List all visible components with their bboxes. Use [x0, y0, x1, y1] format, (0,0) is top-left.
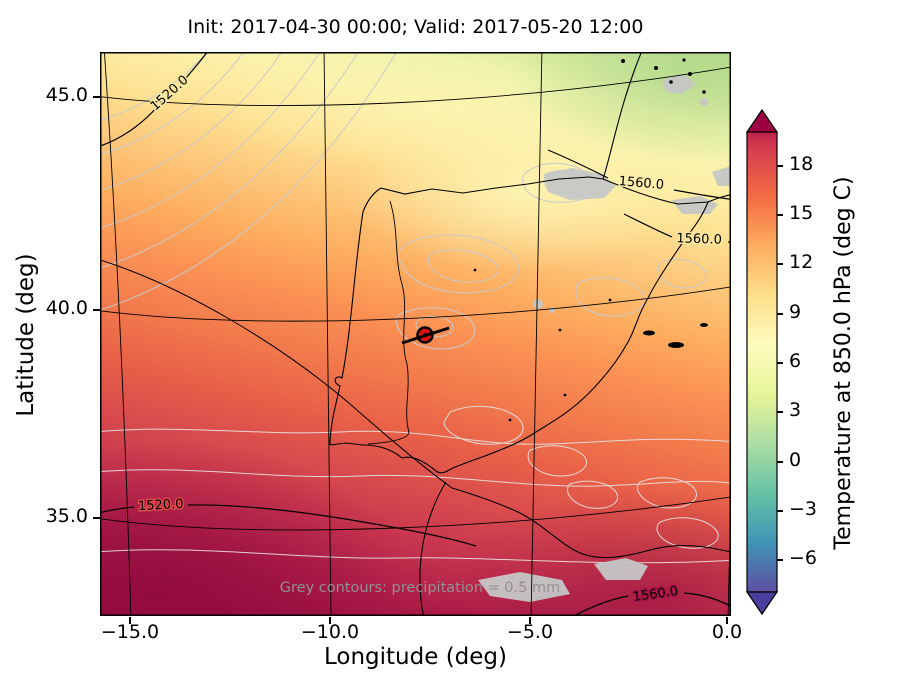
- y-tick-mark: [93, 517, 100, 519]
- colorbar-label: Temperature at 850.0 hPa (deg C): [831, 176, 856, 550]
- colorbar-tick-label: 12: [789, 251, 814, 273]
- colorbar-tick-label: 0: [789, 449, 802, 471]
- x-tick-mark: [726, 617, 728, 624]
- y-tick-label: 45.0: [45, 84, 88, 106]
- grey-data-patches: [478, 74, 731, 602]
- x-tick-mark: [329, 617, 331, 624]
- y-tick-mark: [93, 96, 100, 98]
- colorbar-tick-label: −6: [789, 547, 818, 569]
- coastlines: [329, 52, 731, 616]
- x-tick-label: −10.0: [300, 621, 360, 643]
- islands: [473, 58, 708, 422]
- colorbar-tick-label: 3: [789, 399, 802, 421]
- map-canvas: 1520.0 1560.0 1560.0 1520.0 1560.0 Grey …: [100, 52, 731, 616]
- plot-title: Init: 2017-04-30 00:00; Valid: 2017-05-2…: [187, 16, 644, 38]
- x-tick-label: 0.0: [711, 621, 743, 643]
- colorbar-tick-mark: [777, 362, 783, 364]
- colorbar-gradient: [746, 131, 778, 593]
- y-axis-label: Latitude (deg): [13, 253, 39, 417]
- colorbar-tick-mark: [777, 313, 783, 315]
- colorbar-tick-mark: [777, 461, 783, 463]
- station-marker: [401, 326, 450, 345]
- colorbar-tick-label: 15: [789, 202, 814, 224]
- temperature-field: [100, 52, 731, 616]
- colorbar-tick-mark: [777, 559, 783, 561]
- contour-label: 1520.0: [138, 497, 184, 514]
- colorbar-tick-mark: [777, 214, 783, 216]
- axes-frame: [100, 52, 731, 616]
- x-tick-label: −15.0: [100, 621, 160, 643]
- y-tick-mark: [93, 309, 100, 311]
- contour-label: 1560.0: [618, 174, 665, 193]
- colorbar-tick-label: −3: [789, 498, 818, 520]
- x-tick-mark: [529, 617, 531, 624]
- colorbar-tick-mark: [777, 263, 783, 265]
- y-tick-label: 35.0: [45, 505, 88, 527]
- y-tick-label: 40.0: [45, 297, 88, 319]
- x-tick-label: −5.0: [506, 621, 554, 643]
- colorbar-under-arrow: [746, 591, 779, 616]
- colorbar-tick-label: 6: [789, 350, 802, 372]
- contour-label: 1560.0: [676, 231, 722, 248]
- precip-note: Grey contours: precipitation = 0.5 mm: [280, 580, 560, 596]
- x-tick-mark: [129, 617, 131, 624]
- x-axis-label: Longitude (deg): [323, 644, 507, 670]
- geopotential-contours: [100, 52, 731, 616]
- colorbar-tick-label: 9: [789, 301, 802, 323]
- colorbar-over-arrow: [746, 108, 779, 133]
- colorbar-tick-mark: [777, 411, 783, 413]
- precipitation-contours: [100, 52, 731, 564]
- colorbar-tick-mark: [777, 165, 783, 167]
- colorbar-tick-mark: [777, 510, 783, 512]
- colorbar-tick-label: 18: [789, 153, 814, 175]
- colorbar: [746, 108, 779, 616]
